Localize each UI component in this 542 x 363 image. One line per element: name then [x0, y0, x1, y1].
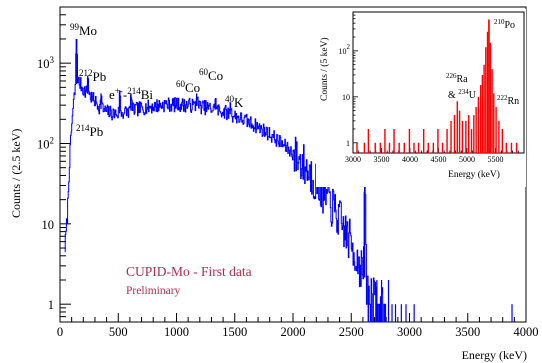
inset-x-axis-title: Energy (keV): [448, 169, 500, 180]
y-tick-label: 1: [48, 298, 54, 312]
inset-histogram-bar: [493, 93, 495, 153]
annotation-co60-1173: 60Co: [176, 79, 200, 95]
preliminary-label: Preliminary: [126, 285, 181, 297]
inset-histogram-bar: [453, 115, 456, 153]
inset-histogram-bar: [473, 115, 475, 153]
inset-x-tick-label: 5000: [459, 155, 475, 164]
inset-histogram-bar: [467, 115, 470, 153]
inset-histogram-bar: [515, 142, 518, 153]
y-tick-label: 102: [37, 135, 54, 151]
experiment-title: CUPID-Mo - First data: [126, 264, 252, 279]
inset-histogram-bar: [441, 142, 444, 153]
inset-histogram-bar: [427, 142, 429, 153]
inset-histogram-bar: [388, 142, 391, 153]
main-axis-ticks: [59, 6, 527, 323]
inset-y-tick-label: 102: [339, 43, 351, 56]
inset-histogram-bar: [446, 128, 448, 153]
inset-histogram-bar: [374, 142, 376, 153]
inset-histogram-bar: [481, 74, 484, 153]
inset-histogram-bar: [356, 142, 358, 153]
x-tick-label: 2000: [281, 325, 306, 339]
inset-x-tick-labels: 3000 3500 4000 4500 5000 5500: [345, 155, 504, 164]
inset-histogram-bar: [379, 142, 382, 153]
x-tick-label: 500: [109, 325, 128, 339]
inset-histogram-bar: [422, 128, 425, 153]
main-x-axis-title: Energy (keV): [462, 348, 527, 362]
y-tick-label: 103: [37, 55, 55, 71]
inset-histogram-bar: [479, 85, 482, 153]
inset-x-tick-label: 5500: [488, 155, 504, 164]
main-y-axis-title: Counts / (2.5 keV): [9, 129, 23, 218]
inset-histogram-bar: [432, 142, 435, 153]
annotation-k40: 40K: [225, 94, 244, 110]
inset-histogram-bar: [510, 142, 513, 153]
main-y-tick-labels: 1 10 102 103: [37, 55, 55, 312]
x-tick-label: 3000: [397, 325, 422, 339]
y-tick-label: 10: [42, 218, 55, 232]
x-tick-label: 2500: [339, 325, 364, 339]
x-tick-label: 3500: [455, 325, 480, 339]
x-tick-label: 1000: [164, 325, 189, 339]
inset-y-tick-label: 1: [346, 139, 350, 148]
inset-x-tick-label: 4500: [431, 155, 447, 164]
inset-histogram-bar: [477, 96, 480, 153]
inset-histogram-bar: [470, 128, 473, 153]
inset-histogram-bar: [486, 31, 489, 153]
inset-y-tick-labels: 1 10 102: [339, 43, 351, 148]
inset-histogram-bar: [403, 142, 406, 153]
inset-histogram-bar: [489, 42, 492, 153]
inset-histogram-bar: [363, 142, 366, 153]
inset-histogram-bar: [384, 128, 386, 153]
main-x-tick-labels: 0 500 1000 1500 2000 2500 3000 3500 4000: [57, 325, 539, 339]
inset-histogram-bar: [483, 64, 485, 153]
inset-histogram-bar: [501, 128, 504, 153]
inset-histogram-bar: [417, 142, 420, 153]
inset-histogram-bar: [475, 107, 477, 153]
inset-histogram-bar: [437, 128, 439, 153]
x-tick-label: 1500: [222, 325, 247, 339]
main-spectrum-series: [64, 38, 513, 323]
inset-y-tick-label: 10: [342, 93, 350, 102]
inset-histogram-bar: [491, 69, 493, 153]
inset-histogram-bar: [450, 120, 452, 153]
annotation-ra226: 226Ra: [446, 72, 468, 85]
inset-panel: 3000 3500 4000 4500 5000 5500 1 10 102 Counts /…: [316, 9, 526, 187]
x-tick-label: 0: [57, 325, 63, 339]
inset-histogram-bar: [398, 142, 400, 153]
inset-histogram-bar: [408, 128, 411, 153]
x-tick-label: 4000: [514, 325, 539, 339]
inset-histogram-bar: [495, 107, 497, 153]
inset-spectrum-series: [356, 19, 518, 154]
inset-x-tick-label: 4000: [402, 155, 418, 164]
inset-histogram-bar: [465, 120, 467, 153]
inset-histogram-bar: [505, 142, 508, 153]
annotation-mo99: 99Mo: [70, 22, 97, 38]
annotation-u234: & 234U: [448, 88, 477, 101]
annotation-pb212: 212Pb: [79, 68, 106, 84]
inset-x-tick-label: 3000: [345, 155, 361, 164]
inset-histogram-bar: [367, 128, 370, 153]
inset-histogram-bar: [461, 120, 464, 153]
inset-histogram-bar: [485, 47, 487, 153]
inset-histogram-bar: [458, 110, 461, 153]
inset-histogram-bar: [393, 128, 395, 153]
inset-histogram-bar: [413, 142, 415, 153]
inset-y-axis-title: Counts / (5 keV): [319, 37, 330, 101]
annotation-co60-1332: 60Co: [199, 67, 223, 83]
spectrum-line: [64, 39, 387, 323]
inset-x-tick-label: 3500: [374, 155, 390, 164]
annotation-pb214: 214Pb: [76, 123, 103, 139]
inset-histogram-bar: [498, 120, 500, 153]
annotation-bi214: e+--214Bi: [109, 86, 153, 102]
main-panel: 0 500 1000 1500 2000 2500 3000 3500 4000 1101021…: [9, 6, 539, 362]
annotation-po210: 210Po: [494, 18, 515, 31]
inset-histogram-bar: [456, 101, 459, 153]
annotation-rn222: 222Rn: [497, 94, 519, 107]
